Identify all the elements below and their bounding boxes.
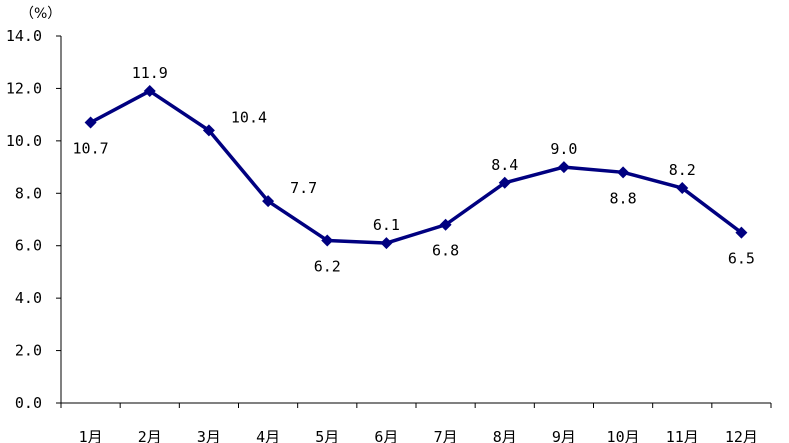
x-tick-label: 7月 <box>434 428 458 443</box>
data-point-marker <box>617 166 630 179</box>
x-tick-label: 10月 <box>607 428 640 443</box>
data-label: 9.0 <box>550 140 577 158</box>
y-tick-label: 0.0 <box>15 394 42 412</box>
data-label: 10.7 <box>73 140 109 158</box>
data-label: 8.4 <box>491 156 518 174</box>
data-label: 6.1 <box>373 216 400 234</box>
series-markers <box>84 85 748 250</box>
y-tick-label: 12.0 <box>6 79 42 97</box>
x-tick-label: 6月 <box>374 428 398 443</box>
data-labels: 10.7 11.9 10.4 7.7 6.2 6.1 6.8 8.4 9.0 8.8 8.2 6.5 <box>73 64 755 275</box>
x-tick-label: 3月 <box>197 428 221 443</box>
x-tick-label: 11月 <box>666 428 699 443</box>
data-label: 11.9 <box>132 64 168 82</box>
data-point-marker <box>498 176 511 189</box>
y-tick-label: 2.0 <box>15 342 42 360</box>
y-unit-label: （%） <box>20 6 61 22</box>
y-tick-label: 4.0 <box>15 289 42 307</box>
x-axis-ticks: 1月 2月 3月 4月 5月 6月 7月 8月 9月 10月 11月 12月 <box>60 403 772 443</box>
data-point-marker <box>84 116 97 129</box>
data-point-marker <box>439 218 452 231</box>
x-tick-label: 5月 <box>315 428 339 443</box>
data-point-marker <box>557 161 570 174</box>
data-label: 6.5 <box>728 250 755 268</box>
y-tick-label: 10.0 <box>6 132 42 150</box>
series-line <box>89 89 743 245</box>
data-label: 10.4 <box>231 108 267 126</box>
data-label: 7.7 <box>290 179 317 197</box>
x-tick-label: 4月 <box>256 428 280 443</box>
data-point-marker <box>380 237 393 250</box>
data-point-marker <box>262 195 275 208</box>
data-label: 8.8 <box>610 189 637 207</box>
x-tick-label: 1月 <box>79 428 103 443</box>
data-point-marker <box>202 124 215 137</box>
data-point-marker <box>676 182 689 195</box>
y-tick-label: 6.0 <box>15 237 42 255</box>
data-point-marker <box>321 234 334 247</box>
x-tick-label: 9月 <box>552 428 576 443</box>
y-tick-label: 14.0 <box>6 27 42 45</box>
x-tick-label: 12月 <box>725 428 758 443</box>
data-label: 6.2 <box>314 257 341 275</box>
y-axis-ticks: 0.0 2.0 4.0 6.0 8.0 10.0 12.0 14.0 <box>6 27 61 412</box>
x-tick-label: 8月 <box>493 428 517 443</box>
data-point-marker <box>735 226 748 239</box>
y-tick-label: 8.0 <box>15 184 42 202</box>
x-tick-label: 2月 <box>138 428 162 443</box>
data-label: 6.8 <box>432 242 459 260</box>
data-point-marker <box>143 85 156 98</box>
data-label: 8.2 <box>669 161 696 179</box>
